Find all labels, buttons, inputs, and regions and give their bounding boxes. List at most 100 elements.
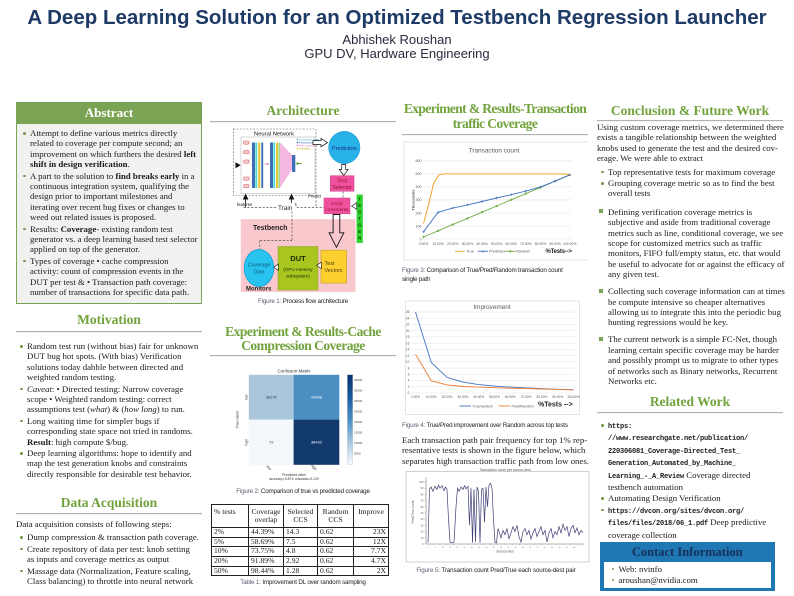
- svg-text:Transaction count per source-d: Transaction count per source-dest: [479, 468, 530, 472]
- svg-text:Predicted label: Predicted label: [282, 473, 306, 477]
- svg-text:60.00%: 60.00%: [505, 242, 517, 246]
- svg-text:15000: 15000: [354, 431, 363, 435]
- svg-text:Random: Random: [516, 250, 530, 254]
- svg-text:70.00%: 70.00%: [520, 242, 532, 246]
- svg-text:20.00%: 20.00%: [447, 242, 459, 246]
- svg-text:Neural Network: Neural Network: [254, 132, 294, 138]
- svg-text:40: 40: [485, 547, 487, 549]
- svg-text:50.00%: 50.00%: [489, 395, 500, 399]
- svg-text:N: N: [358, 236, 362, 241]
- svg-text:10: 10: [406, 360, 410, 364]
- svg-text:90.00%: 90.00%: [549, 242, 561, 246]
- svg-text:T: T: [358, 197, 361, 202]
- svg-text:25: 25: [464, 547, 466, 549]
- svg-text:E: E: [358, 203, 361, 208]
- svg-text:6: 6: [408, 373, 410, 377]
- svg-text:0: 0: [422, 542, 424, 546]
- svg-text:E: E: [358, 229, 361, 234]
- svg-text:85: 85: [551, 547, 553, 549]
- svg-text:4: 4: [408, 379, 410, 383]
- svg-text:80: 80: [544, 547, 546, 549]
- svg-text:16: 16: [406, 341, 410, 345]
- svg-text:70.00%: 70.00%: [521, 395, 532, 399]
- svg-text:True/random: True/random: [473, 404, 493, 408]
- svg-text:14: 14: [406, 348, 410, 352]
- svg-text:18: 18: [406, 335, 410, 339]
- svg-text:90: 90: [558, 547, 560, 549]
- svg-text:Confusion Matrix: Confusion Matrix: [278, 369, 312, 374]
- svg-text:Activation: Activation: [299, 146, 311, 150]
- svg-text:90.00%: 90.00%: [552, 395, 563, 399]
- svg-text:G: G: [358, 223, 362, 228]
- svg-text:Monitors: Monitors: [246, 287, 272, 293]
- svg-text:Data: Data: [254, 270, 265, 276]
- svg-text:50.00%: 50.00%: [491, 242, 503, 246]
- svg-text:80.00%: 80.00%: [536, 395, 547, 399]
- svg-text:26: 26: [406, 310, 410, 314]
- svg-text:5: 5: [435, 547, 436, 549]
- svg-text:100: 100: [419, 480, 424, 484]
- svg-text:60.00%: 60.00%: [505, 395, 516, 399]
- svg-text:Vectors: Vectors: [325, 268, 343, 274]
- svg-text:20.00%: 20.00%: [442, 395, 453, 399]
- svg-text:20: 20: [406, 329, 410, 333]
- svg-text:15: 15: [449, 547, 451, 549]
- svg-text:30000: 30000: [354, 399, 363, 403]
- svg-text:Transaction count: Transaction count: [469, 148, 520, 155]
- svg-text:Selector: Selector: [332, 185, 352, 191]
- svg-text:%Tests-->: %Tests-->: [546, 249, 573, 255]
- svg-text:30.00%: 30.00%: [457, 395, 468, 399]
- svg-text:60: 60: [421, 505, 424, 509]
- svg-text:subsystem): subsystem): [286, 274, 310, 279]
- svg-text:24: 24: [406, 316, 410, 320]
- svg-text:0: 0: [420, 237, 422, 241]
- svg-text:80: 80: [421, 492, 424, 496]
- svg-text:95: 95: [566, 547, 568, 549]
- svg-text:2: 2: [408, 385, 410, 389]
- svg-text:20: 20: [421, 530, 424, 534]
- svg-text:600: 600: [416, 159, 422, 163]
- svg-text:Pred/Random: Pred/Random: [512, 404, 534, 408]
- svg-text:10000: 10000: [354, 441, 363, 445]
- svg-text:40000: 40000: [354, 378, 363, 382]
- svg-text:100.00%: 100.00%: [563, 242, 576, 246]
- svg-text:Convolution layer: Convolution layer: [299, 137, 319, 141]
- svg-text:12: 12: [406, 354, 410, 358]
- svg-text:Pred/True count: Pred/True count: [411, 501, 415, 524]
- svg-text:DUT: DUT: [290, 254, 306, 263]
- svg-text:10: 10: [442, 547, 444, 549]
- svg-text:70: 70: [529, 547, 531, 549]
- svg-text:0: 0: [408, 391, 410, 395]
- svg-text:high: high: [244, 439, 248, 446]
- svg-text:10948: 10948: [311, 395, 323, 400]
- svg-text:5000: 5000: [354, 452, 361, 456]
- svg-text:38176: 38176: [266, 395, 278, 400]
- svg-text:100.00%: 100.00%: [567, 395, 580, 399]
- svg-text:30: 30: [471, 547, 473, 549]
- svg-text:Thousands: Thousands: [411, 189, 416, 211]
- svg-text:Train: Train: [278, 205, 293, 212]
- svg-text:Predicted: Predicted: [489, 250, 505, 254]
- svg-text:Improvement: Improvement: [473, 304, 511, 311]
- svg-text:70: 70: [421, 499, 424, 503]
- svg-text:40.00%: 40.00%: [476, 242, 488, 246]
- svg-text:10.00%: 10.00%: [426, 395, 437, 399]
- svg-text:60: 60: [515, 547, 517, 549]
- svg-text:22: 22: [406, 323, 410, 327]
- svg-text:200: 200: [416, 211, 422, 215]
- svg-text:10.00%: 10.00%: [432, 242, 444, 246]
- svg-text:8: 8: [408, 366, 410, 370]
- svg-text:80.00%: 80.00%: [535, 242, 547, 246]
- svg-text:100: 100: [573, 547, 576, 549]
- svg-text:75: 75: [537, 547, 539, 549]
- svg-text:25000: 25000: [354, 410, 363, 414]
- svg-text:100: 100: [416, 224, 422, 228]
- svg-text:30: 30: [421, 523, 424, 527]
- svg-text:50: 50: [421, 511, 424, 515]
- svg-text:55: 55: [507, 547, 509, 549]
- svg-text:90: 90: [421, 486, 424, 490]
- svg-text:Predict: Predict: [308, 194, 322, 199]
- svg-text:35: 35: [478, 547, 480, 549]
- svg-text:Fully connected: Fully connected: [299, 143, 318, 147]
- svg-text:low: low: [265, 465, 272, 472]
